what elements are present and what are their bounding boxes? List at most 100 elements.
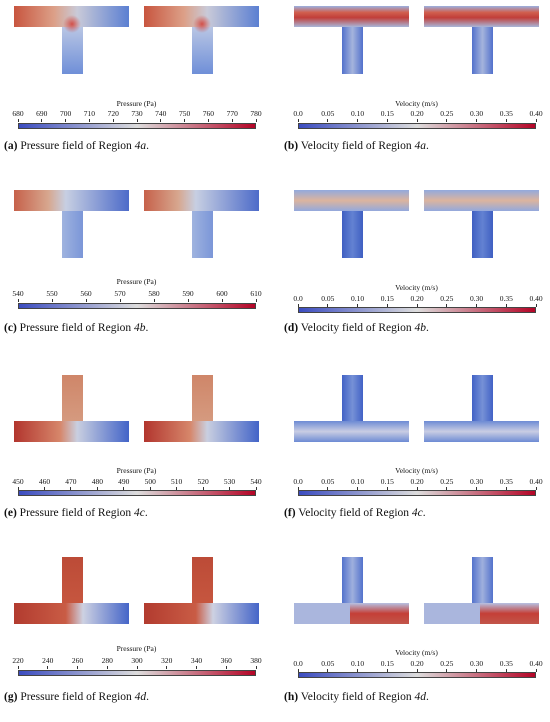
t-junction-left <box>14 190 129 258</box>
colorbar-title: Velocity (m/s) <box>395 466 438 475</box>
tick-label: 520 <box>197 477 209 486</box>
tick-mark <box>416 487 418 490</box>
colorbar-title: Pressure (Pa) <box>116 99 157 108</box>
tick-label: 500 <box>144 477 156 486</box>
tick-mark <box>386 119 388 122</box>
tick-label: 690 <box>36 109 48 118</box>
tick-label: 540 <box>250 477 262 486</box>
tick-label: 0.10 <box>350 477 365 486</box>
tick-mark <box>446 487 448 490</box>
tick-mark <box>446 119 448 122</box>
t-junction-right <box>144 6 259 74</box>
tick-label: 0.30 <box>469 477 484 486</box>
field-plot <box>14 6 259 74</box>
tick-label: 760 <box>202 109 215 118</box>
tick-mark <box>327 487 329 490</box>
tick-mark <box>176 487 178 490</box>
tick-mark <box>327 119 329 122</box>
tick-label: 0.10 <box>350 659 365 668</box>
tick-mark <box>255 487 257 490</box>
colorbar <box>298 123 536 129</box>
tick-mark <box>505 119 507 122</box>
tick-mark <box>297 304 299 307</box>
tick-label: 0.30 <box>469 659 484 668</box>
tick-label: 460 <box>38 477 51 486</box>
t-junction-right <box>144 375 259 442</box>
tick-label: 0.35 <box>499 109 513 118</box>
tick-mark <box>153 299 155 302</box>
t-junction-right <box>144 557 259 624</box>
flow-figures <box>284 370 549 452</box>
caption: (g) Pressure field of Region 4d. <box>4 691 150 703</box>
tick-label: 0.05 <box>321 659 335 668</box>
panel-h: Velocity (m/s) 0.0 0.05 0.10 0.15 0.20 0.25 0.… <box>284 552 549 722</box>
tick-label: 0.20 <box>410 659 424 668</box>
tick-mark <box>88 119 90 122</box>
tick-mark <box>446 669 448 672</box>
panel-a: Pressure (Pa) 680 690 700 710 720 730 740 750 76… <box>4 4 269 174</box>
tick-mark <box>255 666 257 669</box>
tick-label: 0.30 <box>469 109 484 118</box>
tick-label: 590 <box>182 289 194 298</box>
tick-label: 0.40 <box>529 109 543 118</box>
tick-label: 0.10 <box>350 294 365 303</box>
tick-mark <box>327 669 329 672</box>
tick-mark <box>202 487 204 490</box>
tick-mark <box>386 304 388 307</box>
tick-mark <box>123 487 125 490</box>
tick-label: 0.0 <box>293 659 303 668</box>
tick-mark <box>357 304 358 307</box>
tick-mark <box>416 119 418 122</box>
tick-mark <box>136 119 138 122</box>
tick-mark <box>357 669 358 672</box>
tick-mark <box>51 299 53 302</box>
tick-mark <box>166 666 168 669</box>
tick-label: 260 <box>71 656 84 665</box>
tick-label: 0.40 <box>529 477 543 486</box>
tick-mark <box>65 119 67 122</box>
tick-mark <box>112 119 114 122</box>
t-junction-left <box>294 375 409 442</box>
panel-g: Pressure (Pa) 220 240 260 280 300 320 340 360 38… <box>4 552 269 722</box>
tick-label: 570 <box>114 289 126 298</box>
t-junction-left <box>294 190 409 258</box>
caption: (d) Velocity field of Region 4b. <box>284 322 429 334</box>
tick-label: 480 <box>91 477 103 486</box>
tick-label: 490 <box>118 477 130 486</box>
tick-mark <box>297 119 299 122</box>
tick-label: 0.15 <box>380 659 394 668</box>
flow-figures <box>4 552 269 634</box>
panel-d: Velocity (m/s) 0.0 0.05 0.10 0.15 0.20 0.25 0.… <box>284 185 549 355</box>
tick-mark <box>119 299 121 302</box>
tick-mark <box>184 119 186 122</box>
t-junction-right <box>424 190 539 258</box>
tick-label: 740 <box>155 109 167 118</box>
tick-mark <box>476 669 477 672</box>
tick-mark <box>160 119 162 122</box>
tick-mark <box>229 487 231 490</box>
tick-label: 610 <box>250 289 262 298</box>
tick-mark <box>106 666 108 669</box>
t-junction-left <box>294 6 409 74</box>
tick-mark <box>386 669 388 672</box>
tick-mark <box>231 119 233 122</box>
colorbar <box>18 303 256 309</box>
tick-mark <box>47 666 49 669</box>
tick-label: 0.10 <box>350 109 365 118</box>
tick-mark <box>43 487 45 490</box>
flow-figures <box>284 4 549 86</box>
caption: (h) Velocity field of Region 4d. <box>284 691 429 703</box>
tick-mark <box>77 666 78 669</box>
tick-label: 530 <box>223 477 236 486</box>
tick-mark <box>85 299 87 302</box>
tick-label: 0.30 <box>469 294 484 303</box>
tick-mark <box>136 666 138 669</box>
colorbar <box>298 672 536 678</box>
tick-label: 0.05 <box>321 109 335 118</box>
tick-label: 0.40 <box>529 659 543 668</box>
tick-label: 0.05 <box>321 294 335 303</box>
tick-label: 0.25 <box>440 109 454 118</box>
tick-label: 780 <box>250 109 262 118</box>
field-plot <box>14 375 259 442</box>
colorbar-title: Pressure (Pa) <box>116 277 157 286</box>
